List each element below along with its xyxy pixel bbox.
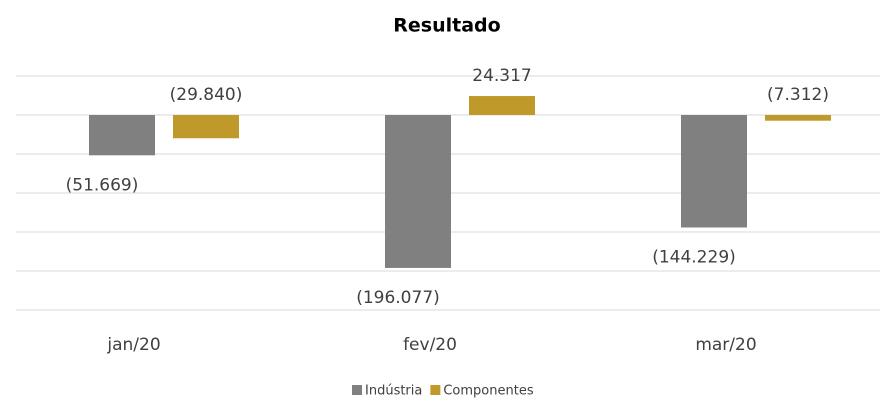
chart-title: Resultado	[393, 15, 500, 37]
bar	[385, 115, 451, 268]
data-label: (196.077)	[356, 288, 440, 308]
x-tick-label: jan/20	[106, 335, 160, 355]
legend-swatch	[352, 385, 362, 395]
bar	[765, 115, 831, 121]
data-label: 24.317	[472, 66, 531, 86]
bar	[681, 115, 747, 228]
data-label: (144.229)	[652, 247, 736, 267]
bar	[89, 115, 155, 156]
bar	[173, 115, 239, 139]
x-tick-label: mar/20	[695, 335, 756, 355]
data-label: (7.312)	[767, 85, 829, 105]
x-tick-label: fev/20	[403, 335, 457, 355]
legend-swatch	[430, 385, 441, 395]
data-label: (51.669)	[66, 175, 139, 195]
data-label: (29.840)	[170, 85, 243, 105]
legend-label: Indústria	[365, 384, 422, 399]
bar	[469, 96, 535, 115]
legend-label: Componentes	[443, 384, 533, 399]
